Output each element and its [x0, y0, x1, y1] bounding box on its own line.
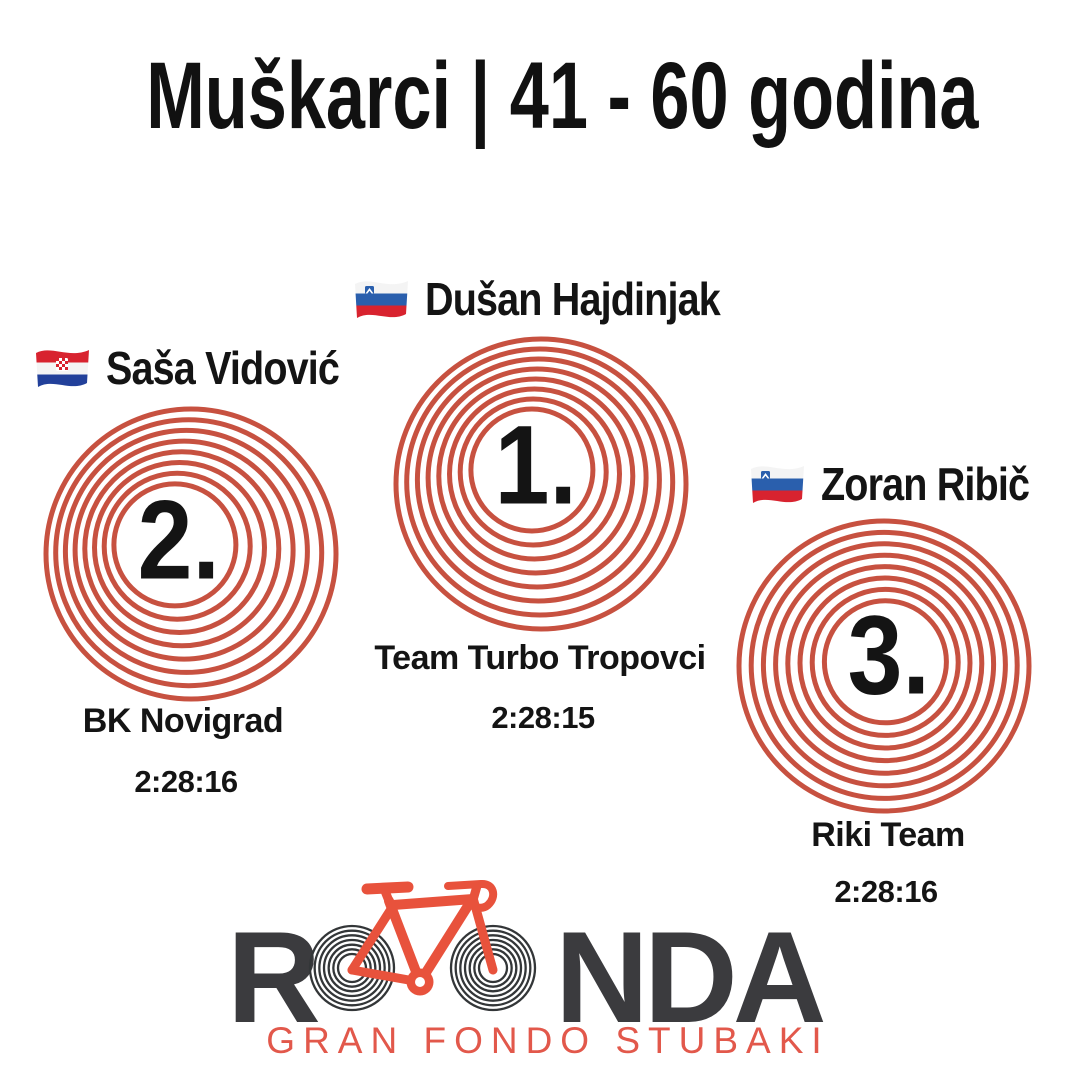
event-subtitle: GRAN FONDO STUBAKI	[266, 1020, 830, 1061]
team-name-1: Team Turbo Tropovci	[374, 639, 706, 677]
place-number-1: 1.	[494, 402, 577, 528]
podium-rings-1	[393, 336, 689, 632]
finish-time-2: 2:28:16	[134, 764, 238, 799]
logo-wheel-right	[449, 924, 537, 1012]
podium-rings-3	[736, 518, 1032, 814]
place-number-2: 2.	[137, 477, 220, 603]
bicycle-icon	[347, 880, 498, 996]
logo-wheel-left	[308, 924, 396, 1012]
team-name-2: BK Novigrad	[82, 702, 284, 740]
slovenia-flag-icon	[751, 466, 804, 503]
logo-letter-r: R	[227, 904, 319, 1050]
rider-row-2: Saša Vidović	[33, 341, 377, 395]
page-title: Muškarci | 41 - 60 godina	[146, 43, 979, 149]
roonda-logo: R NDA	[225, 874, 837, 1050]
rider-row-1: Dušan Hajdinjak	[352, 272, 768, 326]
finish-time-1: 2:28:15	[491, 700, 595, 735]
slovenia-coat-of-arms	[365, 286, 374, 297]
croatia-flag-icon	[36, 350, 89, 387]
rider-name: Saša Vidović	[106, 342, 340, 394]
slovenia-coat-of-arms	[761, 471, 770, 482]
title-row: Muškarci | 41 - 60 godina	[0, 42, 1080, 151]
logo-letters-nda: NDA	[555, 904, 824, 1050]
podium-rings-2	[43, 406, 339, 702]
rider-row-3: Zoran Ribič	[748, 457, 1063, 511]
roonda-logo-graphic: R NDA	[227, 880, 829, 1050]
finish-time-3: 2:28:16	[834, 874, 938, 909]
team-name-3: Riki Team	[811, 816, 965, 854]
rider-name: Zoran Ribič	[821, 458, 1030, 510]
place-number-3: 3.	[847, 592, 930, 718]
croatia-checkerboard-shield	[56, 358, 68, 371]
slovenia-flag-icon	[355, 281, 408, 318]
rider-name: Dušan Hajdinjak	[425, 273, 721, 325]
